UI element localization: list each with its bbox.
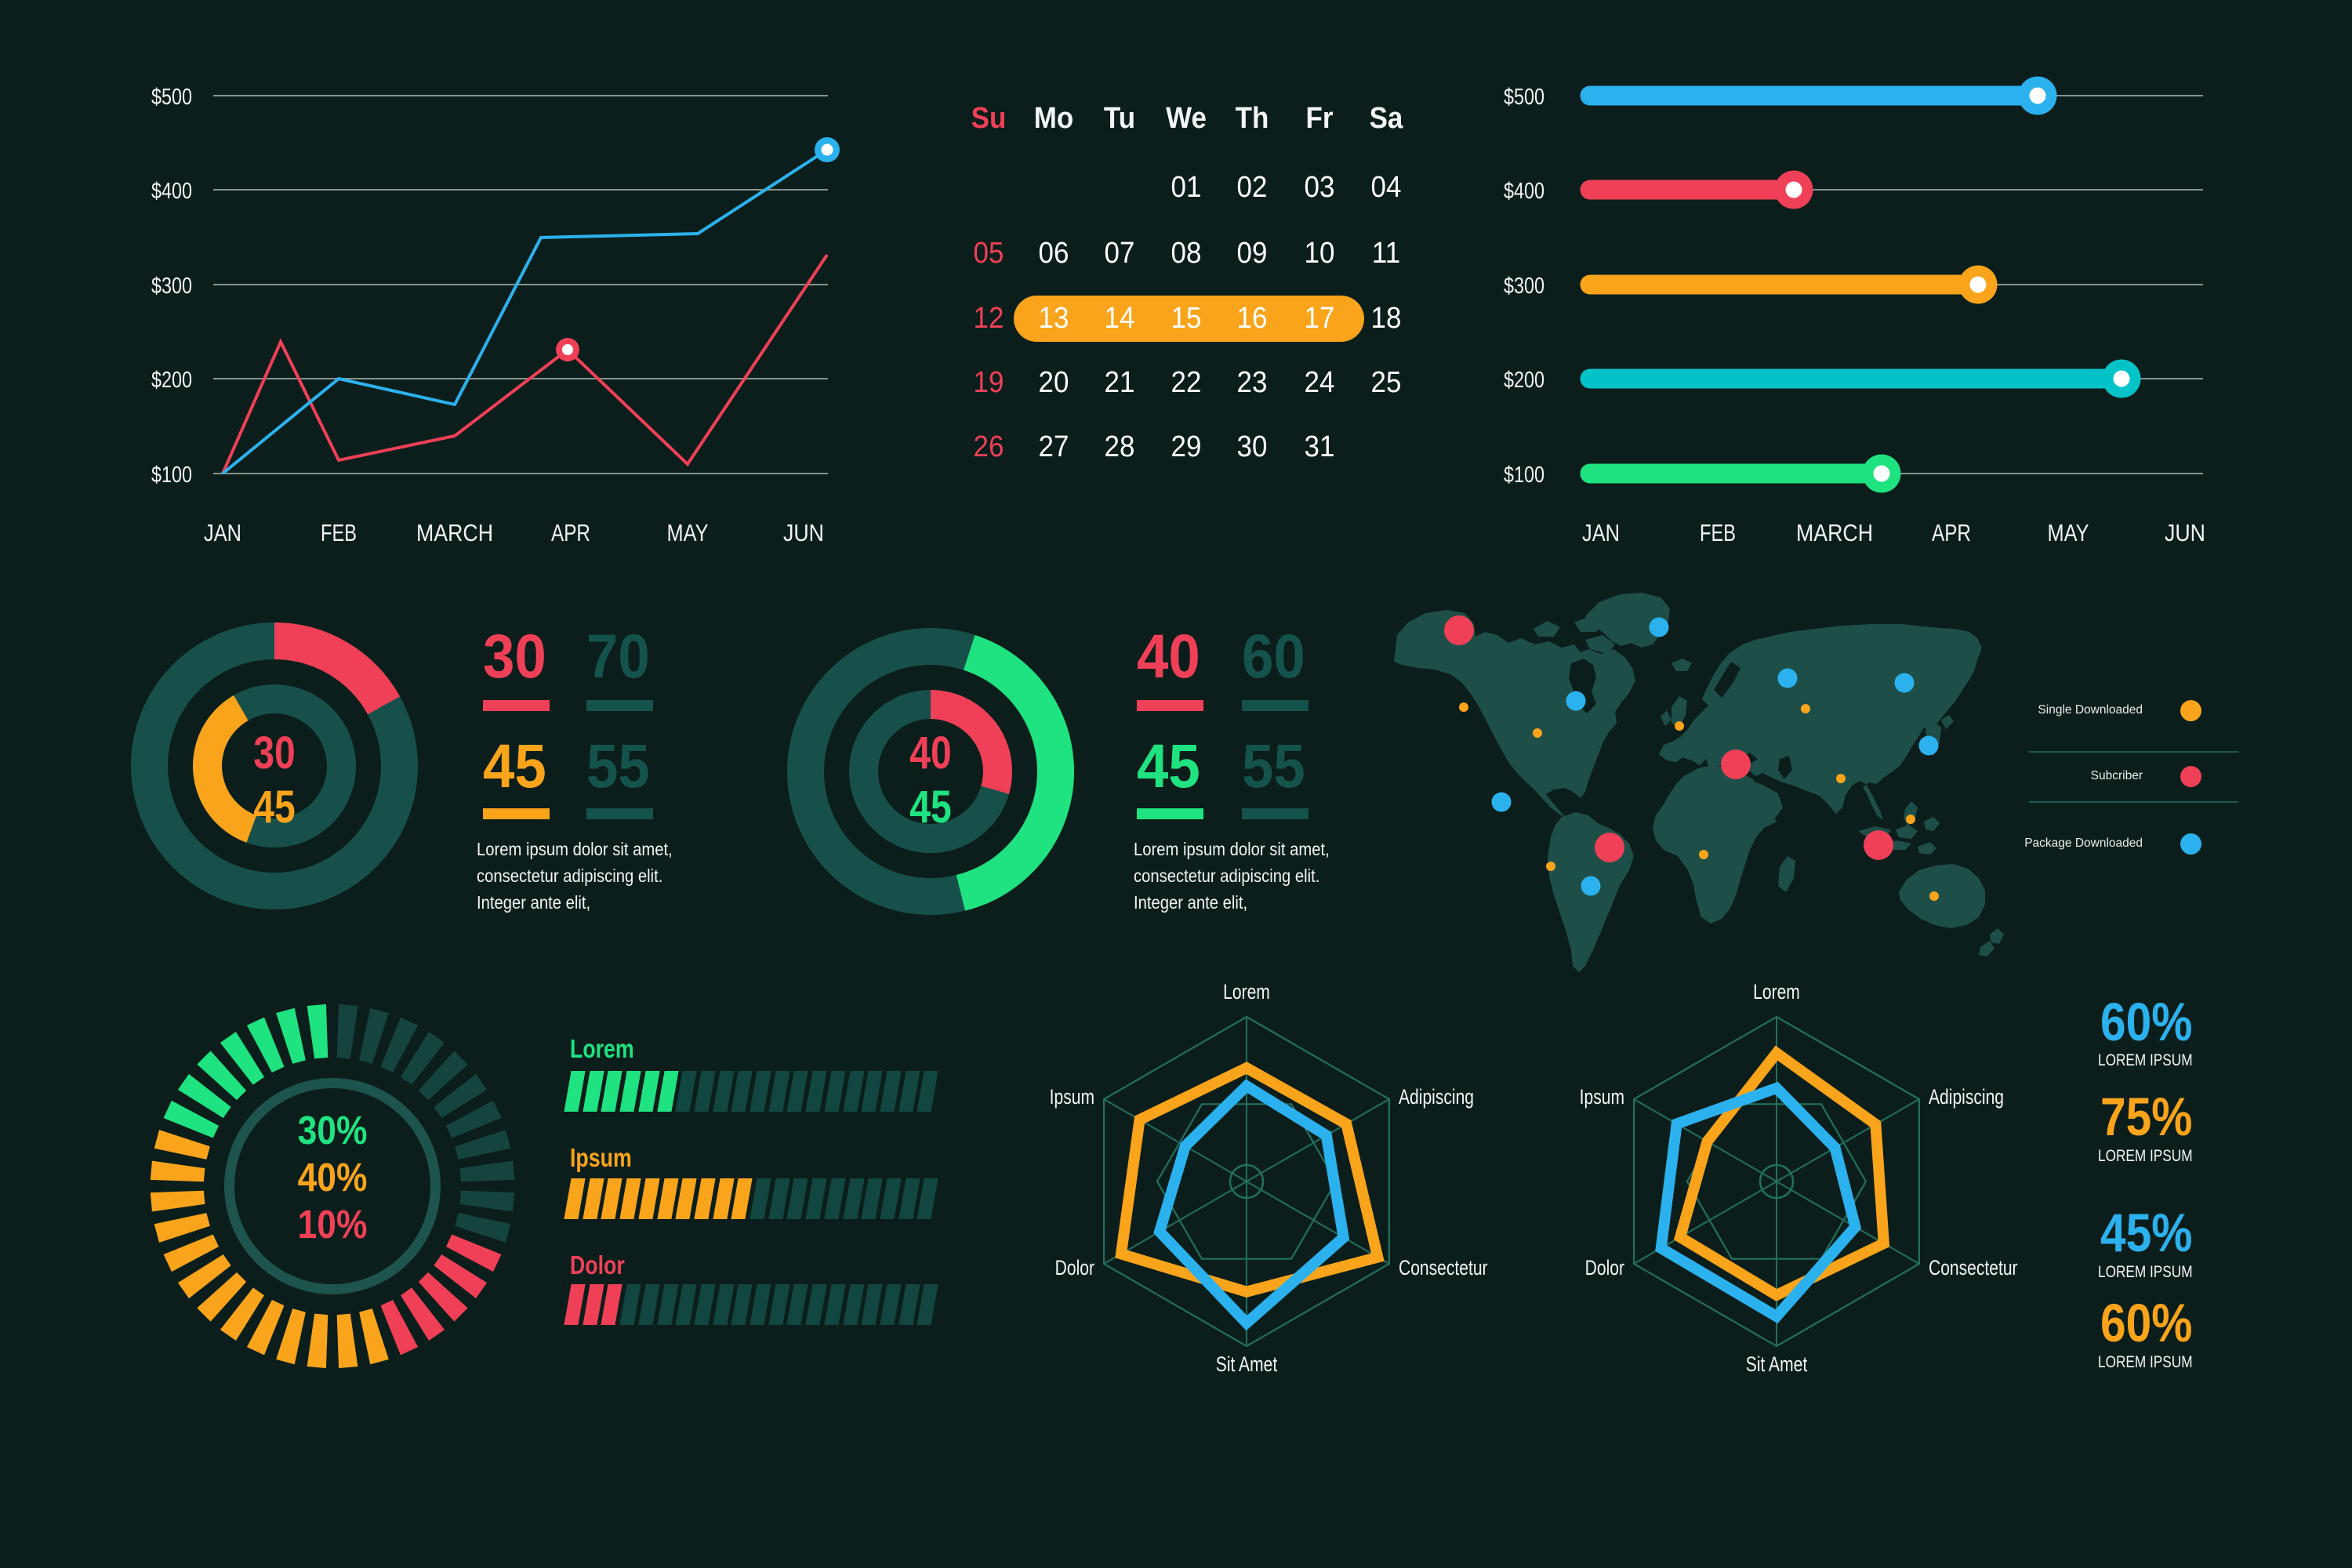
svg-text:MARCH: MARCH: [1796, 519, 1873, 546]
svg-text:$500: $500: [151, 85, 192, 110]
svg-text:$200: $200: [1504, 368, 1544, 393]
svg-text:$200: $200: [151, 368, 192, 393]
svg-text:$300: $300: [151, 274, 192, 299]
svg-text:APR: APR: [551, 519, 590, 546]
svg-text:$400: $400: [151, 179, 192, 204]
svg-text:JUN: JUN: [2165, 519, 2205, 546]
svg-text:$100: $100: [151, 463, 192, 488]
svg-text:FEB: FEB: [321, 519, 357, 546]
svg-text:MAY: MAY: [667, 519, 709, 546]
svg-text:MAY: MAY: [2048, 519, 2089, 546]
svg-text:JAN: JAN: [204, 519, 241, 546]
svg-text:$500: $500: [1504, 85, 1544, 110]
svg-text:FEB: FEB: [1700, 519, 1736, 546]
svg-text:JAN: JAN: [1582, 519, 1620, 546]
svg-text:MARCH: MARCH: [416, 519, 493, 546]
svg-text:$300: $300: [1504, 274, 1544, 299]
svg-text:$400: $400: [1504, 179, 1544, 204]
svg-text:JUN: JUN: [783, 519, 824, 546]
svg-text:$100: $100: [1504, 463, 1544, 488]
svg-text:APR: APR: [1932, 519, 1971, 546]
